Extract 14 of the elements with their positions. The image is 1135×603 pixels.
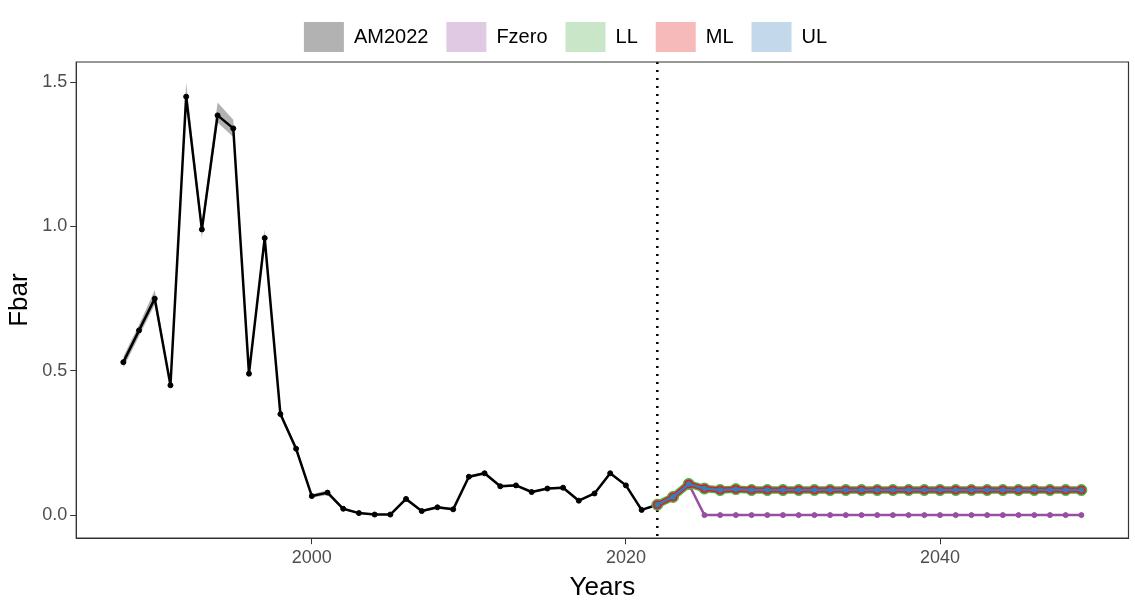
x-tick-label: 2020 bbox=[605, 546, 646, 567]
legend-label: Fzero bbox=[496, 24, 548, 47]
y-tick-label: 1.0 bbox=[42, 215, 68, 236]
y-tick-label: 0.0 bbox=[42, 504, 68, 525]
y-axis-title: Fbar bbox=[2, 273, 33, 327]
y-tick-label: 0.5 bbox=[42, 359, 68, 380]
y-tick-label: 1.5 bbox=[42, 71, 68, 92]
legend-label: LL bbox=[615, 24, 638, 47]
legend-label: ML bbox=[705, 24, 734, 47]
x-tick-label: 2000 bbox=[291, 546, 332, 567]
x-axis-title: Years bbox=[569, 570, 636, 601]
legend-label: AM2022 bbox=[353, 24, 429, 47]
legend-label: UL bbox=[801, 24, 828, 47]
x-tick-label: 2040 bbox=[920, 546, 961, 567]
